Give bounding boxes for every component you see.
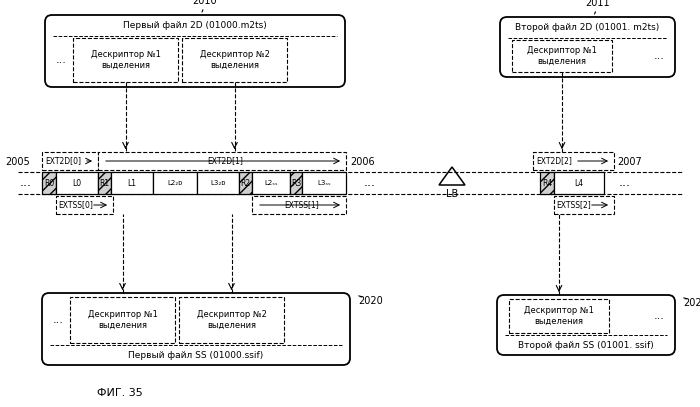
Text: Второй файл 2D (01001. m2ts): Второй файл 2D (01001. m2ts): [515, 22, 659, 31]
Bar: [540, 172, 554, 194]
Text: Дескриптор №1
выделения: Дескриптор №1 выделения: [90, 50, 160, 70]
Bar: [73, 38, 178, 82]
Text: L2ₛₛ: L2ₛₛ: [265, 180, 278, 186]
Bar: [252, 196, 346, 214]
Text: 2020: 2020: [358, 296, 383, 306]
Bar: [153, 172, 197, 194]
Text: ...: ...: [619, 177, 631, 190]
Text: L4: L4: [575, 179, 584, 188]
Text: 2006: 2006: [350, 157, 374, 167]
FancyBboxPatch shape: [45, 15, 345, 87]
Text: EXTSS[0]: EXTSS[0]: [58, 201, 93, 210]
Text: 2011: 2011: [585, 0, 610, 8]
Text: R2: R2: [240, 179, 251, 188]
Bar: [290, 172, 302, 194]
Text: L1: L1: [127, 179, 136, 188]
Text: ...: ...: [654, 311, 664, 321]
Text: Дескриптор №1
выделения: Дескриптор №1 выделения: [524, 306, 594, 326]
Text: ...: ...: [52, 315, 64, 325]
Text: 2021: 2021: [683, 298, 700, 308]
Text: ...: ...: [364, 177, 376, 190]
Text: ФИГ. 35: ФИГ. 35: [97, 388, 143, 398]
Text: R4: R4: [542, 179, 552, 188]
Bar: [179, 297, 284, 343]
Text: LB: LB: [446, 189, 458, 199]
Text: Дескриптор №1
выделения: Дескриптор №1 выделения: [527, 46, 597, 66]
FancyBboxPatch shape: [42, 293, 350, 365]
Text: L0: L0: [72, 179, 82, 188]
Text: Первый файл SS (01000.ssif): Первый файл SS (01000.ssif): [128, 350, 264, 359]
Bar: [509, 299, 609, 333]
Bar: [56, 196, 113, 214]
Bar: [197, 172, 239, 194]
Bar: [512, 40, 612, 72]
Bar: [302, 172, 346, 194]
Text: EXT2D[0]: EXT2D[0]: [45, 157, 81, 166]
Bar: [42, 172, 56, 194]
Text: EXTSS[1]: EXTSS[1]: [284, 201, 319, 210]
Bar: [56, 172, 98, 194]
Bar: [554, 196, 614, 214]
Text: 2005: 2005: [5, 157, 29, 167]
Text: R1: R1: [99, 179, 110, 188]
Text: L3₂ᴅ: L3₂ᴅ: [210, 180, 225, 186]
Bar: [70, 297, 175, 343]
Bar: [252, 172, 290, 194]
FancyBboxPatch shape: [497, 295, 675, 355]
Text: ...: ...: [654, 51, 664, 61]
Text: R3: R3: [291, 179, 301, 188]
Text: EXTSS[2]: EXTSS[2]: [556, 201, 591, 210]
Text: Дескриптор №2
выделения: Дескриптор №2 выделения: [199, 50, 270, 70]
Text: ...: ...: [55, 55, 66, 65]
Bar: [42, 152, 98, 170]
Bar: [98, 152, 346, 170]
Bar: [182, 38, 287, 82]
Text: L2₂ᴅ: L2₂ᴅ: [167, 180, 183, 186]
Text: EXT2D[2]: EXT2D[2]: [536, 157, 572, 166]
Text: Дескриптор №2
выделения: Дескриптор №2 выделения: [197, 310, 267, 330]
Text: Второй файл SS (01001. ssif): Второй файл SS (01001. ssif): [518, 341, 654, 350]
Bar: [111, 172, 153, 194]
Text: L3ₛₛ: L3ₛₛ: [317, 180, 331, 186]
Bar: [239, 172, 252, 194]
Bar: [554, 172, 604, 194]
Text: R0: R0: [44, 179, 54, 188]
Text: ...: ...: [20, 177, 32, 190]
Bar: [98, 172, 111, 194]
Bar: [533, 152, 614, 170]
Text: EXT2D[1]: EXT2D[1]: [207, 157, 243, 166]
Text: Первый файл 2D (01000.m2ts): Первый файл 2D (01000.m2ts): [123, 20, 267, 29]
Text: 2010: 2010: [193, 0, 217, 6]
Text: 2007: 2007: [617, 157, 642, 167]
FancyBboxPatch shape: [500, 17, 675, 77]
Text: Дескриптор №1
выделения: Дескриптор №1 выделения: [88, 310, 158, 330]
